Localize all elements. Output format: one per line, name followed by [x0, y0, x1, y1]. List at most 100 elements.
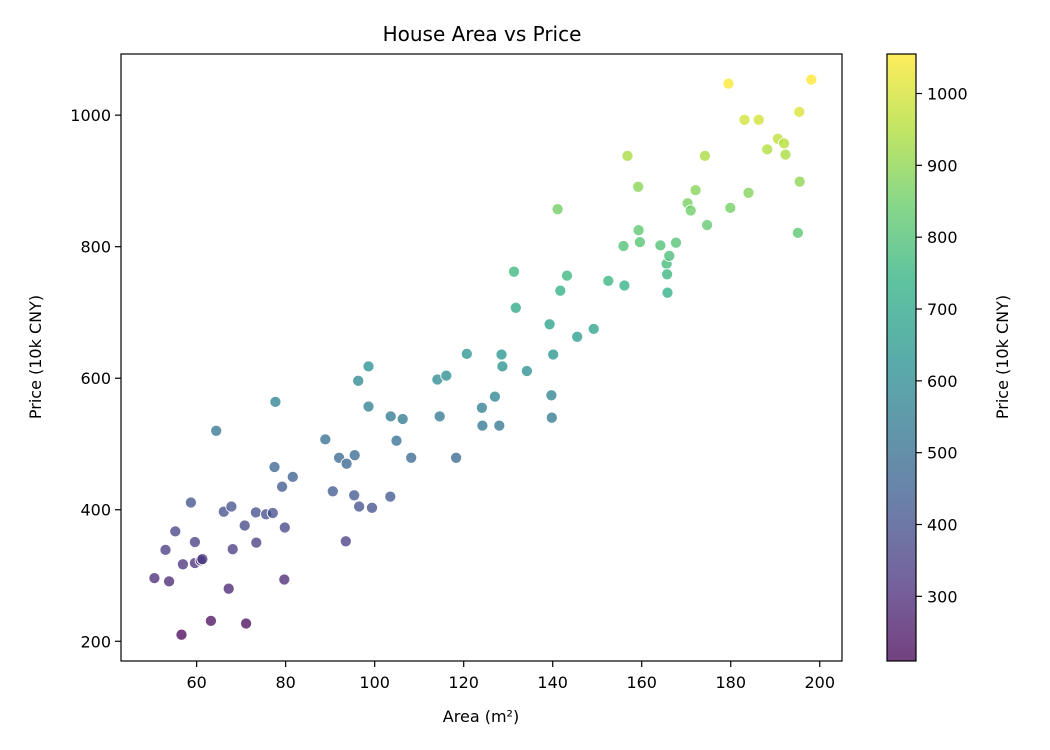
colorbar-tick-label: 900: [927, 156, 958, 175]
data-point: [240, 617, 253, 630]
data-point: [476, 419, 489, 432]
data-point: [433, 410, 446, 423]
data-point: [249, 506, 262, 519]
data-point: [396, 412, 409, 426]
data-point: [684, 204, 697, 217]
colorbar: [887, 54, 916, 661]
data-point: [560, 269, 574, 282]
data-point: [184, 496, 197, 509]
data-point: [326, 485, 339, 498]
data-point: [352, 374, 365, 387]
colorbar-tick-label: 600: [927, 372, 958, 391]
data-point: [661, 286, 674, 299]
data-point: [353, 500, 366, 513]
data-point: [621, 149, 634, 162]
data-point: [545, 411, 558, 424]
colorbar-tick-label: 800: [927, 228, 958, 247]
data-point: [654, 239, 667, 252]
data-point: [475, 401, 488, 414]
data-point: [752, 113, 765, 126]
data-point: [276, 480, 289, 493]
data-point: [805, 73, 818, 86]
data-point: [390, 434, 403, 447]
data-point: [547, 348, 560, 361]
data-point: [509, 301, 522, 314]
colorbar-label: Price (10k CNY): [993, 295, 1012, 419]
data-point: [365, 501, 379, 514]
y-axis: 200 400 600 800 1000: [70, 106, 121, 651]
data-point: [698, 149, 711, 162]
data-point: [238, 519, 251, 532]
chart-title: House Area vs Price: [383, 22, 582, 46]
colorbar-axis: 300 400 500 600 700 800 900 1000: [916, 85, 968, 606]
x-axis: 60 80 100 120 140 160 180 200: [186, 661, 835, 692]
y-tick-label: 800: [80, 238, 111, 257]
colorbar-tick-label: 1000: [927, 85, 968, 104]
data-point: [778, 137, 791, 150]
data-point: [793, 105, 806, 118]
data-point: [661, 268, 674, 281]
data-point: [779, 148, 792, 161]
x-tick-label: 120: [448, 673, 479, 692]
colorbar-tick-label: 700: [927, 300, 958, 319]
data-point: [148, 572, 161, 585]
data-point: [176, 558, 189, 571]
data-point: [742, 186, 755, 199]
data-point: [362, 360, 375, 373]
data-point: [689, 184, 702, 197]
data-point: [793, 175, 806, 188]
data-point: [159, 543, 172, 556]
data-point: [632, 180, 645, 193]
data-point: [545, 389, 558, 402]
x-axis-label: Area (m²): [443, 707, 519, 726]
data-point: [278, 521, 291, 534]
data-point: [384, 490, 397, 503]
y-tick-label: 200: [80, 632, 111, 651]
data-point: [551, 203, 564, 216]
data-point: [319, 433, 332, 446]
data-point: [602, 274, 615, 287]
data-point: [384, 410, 397, 423]
data-point: [618, 279, 631, 292]
data-point: [226, 543, 239, 556]
data-point: [405, 451, 418, 464]
data-point: [269, 395, 282, 408]
data-point: [460, 347, 473, 360]
x-tick-label: 160: [626, 673, 657, 692]
data-point: [617, 239, 630, 253]
data-point: [225, 500, 238, 513]
data-point: [339, 535, 352, 548]
x-tick-label: 180: [715, 673, 746, 692]
data-point: [362, 400, 375, 413]
data-point: [340, 457, 353, 470]
y-tick-label: 400: [80, 501, 111, 520]
data-point: [210, 424, 223, 437]
data-point: [791, 226, 804, 239]
y-tick-label: 600: [80, 369, 111, 388]
data-point: [196, 553, 209, 566]
data-point: [450, 451, 463, 464]
data-point: [632, 224, 645, 237]
data-point: [724, 201, 737, 214]
data-point: [761, 143, 774, 156]
data-point: [266, 506, 279, 520]
data-point: [701, 218, 714, 232]
data-point: [571, 330, 584, 343]
data-point: [495, 348, 508, 361]
data-point: [175, 628, 188, 641]
x-tick-label: 60: [186, 673, 206, 692]
data-point: [222, 582, 235, 595]
data-point: [268, 460, 281, 474]
data-point: [543, 318, 556, 331]
data-point: [188, 535, 201, 549]
data-point: [520, 364, 533, 378]
colorbar-tick-label: 400: [927, 516, 958, 535]
data-point: [722, 77, 735, 90]
data-point: [663, 249, 676, 262]
data-point: [250, 536, 263, 549]
data-point: [669, 236, 683, 249]
x-tick-label: 200: [804, 673, 835, 692]
data-point: [507, 265, 521, 278]
data-point: [169, 525, 182, 538]
